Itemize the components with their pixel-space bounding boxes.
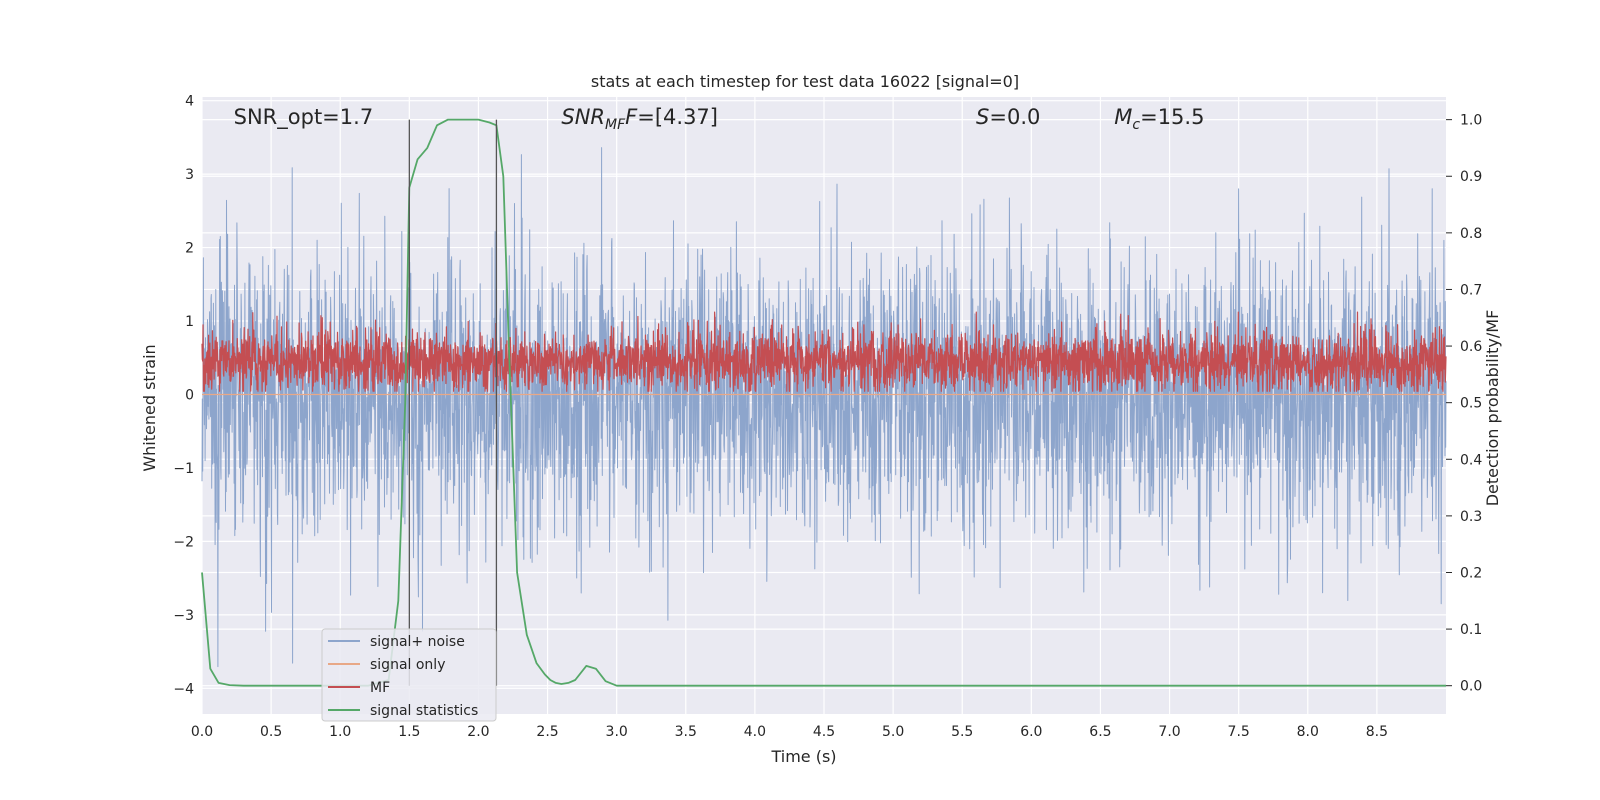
x-tick-label: 4.0 [744, 724, 766, 740]
x-tick-label: 7.5 [1228, 724, 1250, 740]
y2-axis-ticks: 0.0 0.1 0.2 0.3 0.4 0.5 0.6 0.7 0.8 0.9 1.0 [1446, 113, 1482, 695]
x-axis-ticks: 0.0 0.5 1.0 1.5 2.0 2.5 3.0 3.5 4.0 4.5 5.0 5.5 6.0 6… [191, 724, 1388, 740]
legend-label: signal only [370, 657, 445, 673]
y2-tick-label: 0.9 [1460, 169, 1482, 185]
legend-label: signal+ noise [370, 634, 465, 650]
legend-box [321, 628, 497, 722]
x-tick-label: 4.5 [813, 724, 835, 740]
x-tick-label: 8.5 [1366, 724, 1388, 740]
x-tick-label: 5.5 [951, 724, 973, 740]
y2-tick-label: 0.4 [1460, 452, 1482, 468]
annotation-snr-mf: SNRMFF=[4.37] [561, 105, 718, 133]
y2-tick-label: 0.6 [1460, 339, 1482, 355]
y-tick-label: 0 [185, 387, 194, 403]
x-tick-label: 5.0 [882, 724, 904, 740]
y2-tick-label: 0.2 [1460, 565, 1482, 581]
x-tick-label: 8.0 [1297, 724, 1319, 740]
y-tick-label: −3 [173, 608, 194, 624]
legend: signal+ noise signal only MF signal statist… [321, 628, 497, 722]
y-tick-label: 1 [185, 314, 194, 330]
series-layer [201, 118, 1447, 687]
x-tick-label: 6.0 [1020, 724, 1042, 740]
annotation-mc-val: Mc=15.5 [1114, 105, 1204, 133]
x-tick-label: 6.5 [1089, 724, 1111, 740]
y2-tick-label: 0.0 [1460, 679, 1482, 695]
x-axis-label: Time (s) [770, 747, 836, 766]
y2-tick-label: 1.0 [1460, 113, 1482, 129]
y-tick-label: 2 [185, 241, 194, 257]
legend-label: MF [370, 680, 390, 696]
y2-tick-label: 0.8 [1460, 226, 1482, 242]
y2-tick-label: 0.3 [1460, 509, 1482, 525]
y-tick-label: −1 [173, 461, 194, 477]
y-tick-label: −4 [173, 681, 194, 697]
y-axis-label: Whitened strain [140, 344, 159, 471]
y2-tick-label: 0.7 [1460, 282, 1482, 298]
y2-tick-label: 0.1 [1460, 622, 1482, 638]
x-tick-label: 2.0 [467, 724, 489, 740]
x-tick-label: 3.5 [675, 724, 697, 740]
chart-title: stats at each timestep for test data 160… [591, 72, 1019, 91]
y2-axis-label: Detection probability/MF [1483, 310, 1502, 507]
x-tick-label: 7.0 [1158, 724, 1180, 740]
y2-tick-label: 0.5 [1460, 396, 1482, 412]
x-tick-label: 0.5 [260, 724, 282, 740]
y-axis-ticks: −4 −3 −2 −1 0 1 2 3 4 [173, 94, 194, 698]
x-tick-label: 1.5 [398, 724, 420, 740]
x-tick-label: 2.5 [536, 724, 558, 740]
y-tick-label: 3 [185, 167, 194, 183]
x-tick-label: 0.0 [191, 724, 213, 740]
y-tick-label: 4 [185, 94, 194, 110]
x-tick-label: 1.0 [329, 724, 351, 740]
annotation-s-val: S=0.0 [976, 105, 1040, 129]
annotation-snr-opt: SNR_opt=1.7 [234, 105, 374, 130]
legend-label: signal statistics [370, 703, 478, 719]
y-tick-label: −2 [173, 534, 194, 550]
x-tick-label: 3.0 [606, 724, 628, 740]
annotations: SNR_opt=1.7 SNRMFF=[4.37] S=0.0 Mc=15.5 [234, 105, 1205, 133]
